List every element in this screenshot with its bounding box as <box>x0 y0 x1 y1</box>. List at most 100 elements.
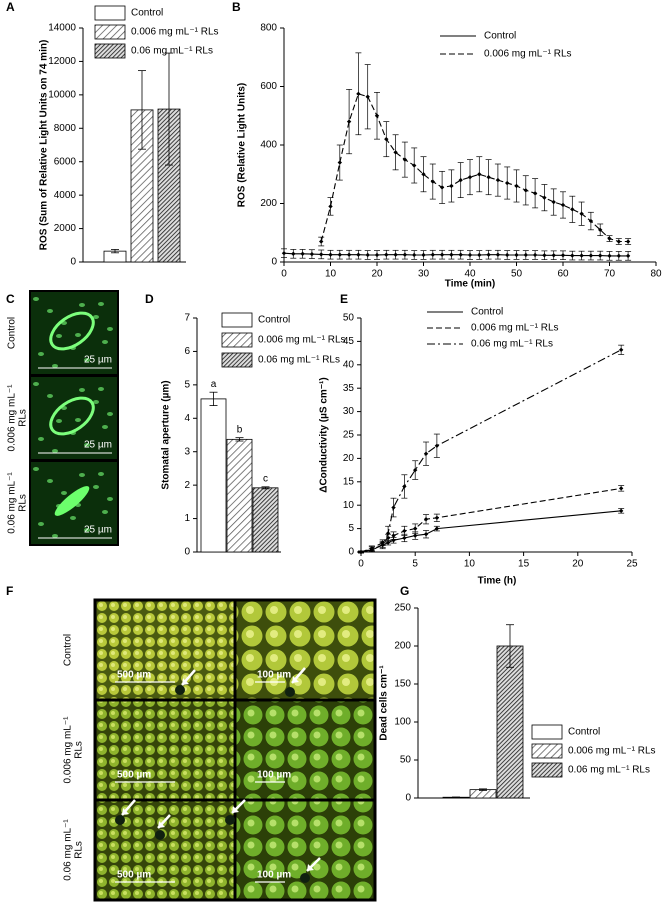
x-tick-label: 10 <box>464 559 476 570</box>
point <box>374 113 380 118</box>
x-tick-label: 15 <box>518 559 530 570</box>
y-tick-label: 5 <box>348 523 354 534</box>
x-tick-label: 40 <box>464 269 476 280</box>
cell-speck <box>47 479 53 483</box>
y-tick-label: 50 <box>400 755 412 766</box>
series-line <box>360 510 622 553</box>
x-tick-label: 10 <box>325 269 337 280</box>
stoma <box>49 396 95 436</box>
dead-cell <box>225 815 235 825</box>
cell-speck <box>47 309 53 313</box>
y-tick-label: 35 <box>343 383 355 394</box>
cell-speck <box>102 340 108 344</box>
cell-speck <box>75 333 81 337</box>
legend-label: 0.06 mg mL⁻¹ RLs <box>568 765 650 776</box>
point <box>423 451 429 456</box>
y-tick-label: 4 <box>184 413 190 424</box>
y-tick-label: 50 <box>343 313 355 324</box>
cell-speck <box>52 534 58 538</box>
cell-speck <box>102 510 108 514</box>
x-axis-label: Time (min) <box>445 279 495 290</box>
cell-speck <box>38 437 44 441</box>
micrograph <box>93 698 237 802</box>
point <box>495 252 501 257</box>
micrograph <box>233 598 377 702</box>
legend-label: Control <box>131 8 163 19</box>
legend-label: Control <box>484 31 516 42</box>
cell-speck <box>84 358 90 362</box>
x-axis-label: Time (h) <box>478 576 517 587</box>
point <box>625 253 631 259</box>
point <box>467 252 473 258</box>
point <box>328 252 333 257</box>
cell-speck <box>93 400 99 404</box>
point <box>402 528 407 534</box>
point <box>616 239 621 244</box>
point <box>413 526 418 531</box>
y-tick-label: 20 <box>343 453 355 464</box>
point <box>374 252 380 258</box>
point <box>439 252 445 257</box>
point <box>421 252 426 258</box>
y-tick-label: 0 <box>70 257 76 268</box>
point <box>393 252 398 257</box>
dead-cell <box>175 685 185 695</box>
point <box>579 211 584 216</box>
row-label: 0.06 mg mL⁻¹ <box>7 472 18 534</box>
legend-swatch <box>94 5 126 21</box>
point <box>356 252 361 257</box>
point <box>391 533 396 538</box>
cell-speck <box>79 303 85 307</box>
cell-speck <box>56 334 62 338</box>
point <box>319 252 324 257</box>
point <box>570 207 575 212</box>
cell-speck <box>84 443 90 447</box>
point <box>495 177 501 183</box>
point <box>598 227 603 233</box>
legend-swatch <box>221 312 253 328</box>
legend-label: 0.006 mg mL⁻¹ RLs <box>131 27 219 38</box>
point <box>393 150 398 155</box>
error-bar <box>235 437 244 442</box>
scale-label: 100 µm <box>257 870 291 881</box>
point <box>434 515 440 521</box>
panel-label: D <box>145 292 154 306</box>
row-label: 0.06 mg mL⁻¹ <box>63 819 74 881</box>
y-tick-label: 800 <box>260 23 277 34</box>
series-line <box>320 93 629 243</box>
y-tick-label: 10000 <box>48 89 76 100</box>
cell-speck <box>47 394 53 398</box>
point <box>384 136 389 142</box>
y-axis-label: ROS (Relative Light Units) <box>237 83 248 207</box>
y-tick-label: 250 <box>394 603 411 614</box>
legend-label: 0.006 mg mL⁻¹ RLs <box>258 335 346 346</box>
error-bar <box>479 788 487 791</box>
cell-speck <box>98 387 104 391</box>
point <box>423 532 429 537</box>
legend-swatch <box>531 743 563 759</box>
panel-label: B <box>232 0 241 14</box>
y-axis-label: Stomatal aperture (µm) <box>161 380 172 489</box>
cell-speck <box>107 327 113 331</box>
point <box>588 218 594 224</box>
point <box>618 508 624 514</box>
point <box>413 533 418 538</box>
x-tick-label: 25 <box>626 559 638 570</box>
x-tick-label: 20 <box>572 559 584 570</box>
dead-cell <box>285 687 295 697</box>
legend-swatch <box>221 332 253 348</box>
point <box>402 484 407 489</box>
dead-cell <box>300 873 310 883</box>
scale-label: 500 µm <box>117 770 151 781</box>
point <box>337 252 342 257</box>
micrograph <box>233 698 377 802</box>
point <box>430 252 435 257</box>
panel-label: F <box>6 584 13 598</box>
row-label: Control <box>63 634 74 666</box>
x-tick-label: 20 <box>371 269 383 280</box>
arrow-head <box>122 808 129 815</box>
cell-speck <box>38 522 44 526</box>
cell-speck <box>98 302 104 306</box>
point <box>607 253 612 259</box>
series-line <box>283 252 629 257</box>
